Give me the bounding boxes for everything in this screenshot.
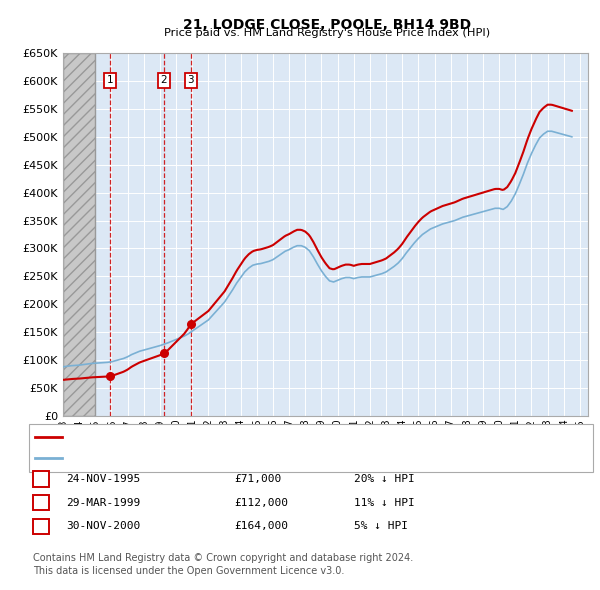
Text: £112,000: £112,000	[234, 498, 288, 507]
Bar	[63, 53, 95, 416]
Text: 20% ↓ HPI: 20% ↓ HPI	[354, 474, 415, 484]
Text: 5% ↓ HPI: 5% ↓ HPI	[354, 522, 408, 531]
Text: 3: 3	[37, 522, 44, 531]
Text: 1: 1	[37, 474, 44, 484]
Text: 30-NOV-2000: 30-NOV-2000	[66, 522, 140, 531]
Text: HPI: Average price, detached house, Bournemouth Christchurch and Poole: HPI: Average price, detached house, Bour…	[66, 454, 472, 464]
Text: 21, LODGE CLOSE, POOLE, BH14 9BD (detached house): 21, LODGE CLOSE, POOLE, BH14 9BD (detach…	[66, 432, 370, 442]
Text: 3: 3	[187, 76, 194, 86]
Text: 29-MAR-1999: 29-MAR-1999	[66, 498, 140, 507]
Text: Price paid vs. HM Land Registry's House Price Index (HPI): Price paid vs. HM Land Registry's House …	[164, 28, 490, 38]
Text: 1: 1	[107, 76, 113, 86]
Text: Contains HM Land Registry data © Crown copyright and database right 2024.: Contains HM Land Registry data © Crown c…	[33, 553, 413, 562]
Text: £164,000: £164,000	[234, 522, 288, 531]
Text: This data is licensed under the Open Government Licence v3.0.: This data is licensed under the Open Gov…	[33, 566, 344, 575]
Text: 21, LODGE CLOSE, POOLE, BH14 9BD: 21, LODGE CLOSE, POOLE, BH14 9BD	[183, 18, 471, 32]
Text: 24-NOV-1995: 24-NOV-1995	[66, 474, 140, 484]
Text: 11% ↓ HPI: 11% ↓ HPI	[354, 498, 415, 507]
Text: 2: 2	[37, 498, 44, 507]
Text: £71,000: £71,000	[234, 474, 281, 484]
Text: 2: 2	[161, 76, 167, 86]
